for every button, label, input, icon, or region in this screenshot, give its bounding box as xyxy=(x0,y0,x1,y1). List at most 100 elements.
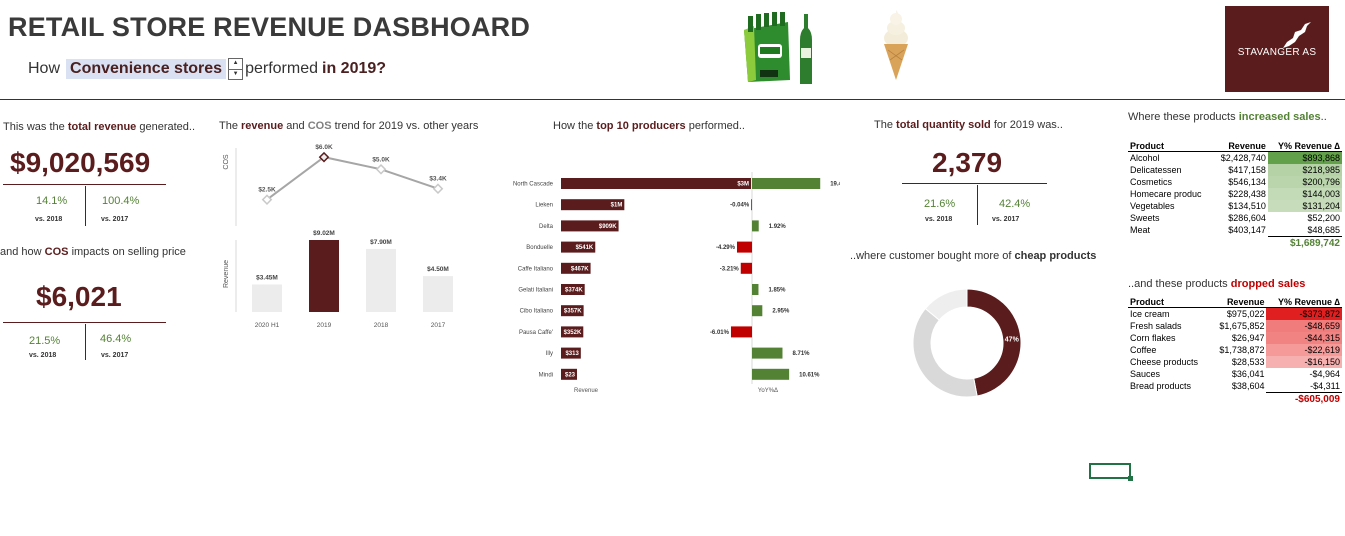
spin-up-icon[interactable]: ▲ xyxy=(229,59,243,70)
donut-slice xyxy=(966,288,1022,397)
yoy-data-label: 2.95% xyxy=(772,309,790,315)
header-divider xyxy=(0,99,1345,100)
dropped-heading: ..and these products dropped sales xyxy=(1128,278,1306,290)
product-cell: Homecare produc xyxy=(1130,189,1202,199)
total-cell: $1,689,742 xyxy=(1267,236,1342,249)
revenue-cell: $403,147 xyxy=(1228,225,1266,236)
yoy-data-label: 8.71% xyxy=(792,351,810,357)
question-line: How Convenience stores ▲ ▼ performed in … xyxy=(28,58,386,80)
revenue-data-label: $1M xyxy=(611,203,623,209)
table-row: Vegetables $134,510 $131,204 xyxy=(1128,200,1342,212)
yoy-data-label: 10.61% xyxy=(799,372,820,378)
delta-cell: $131,204 xyxy=(1267,200,1342,212)
quantity-pct-2018: 21.6% xyxy=(924,198,956,210)
revenue-data-label: $23 xyxy=(565,372,576,378)
year-tick-label: 2018 xyxy=(374,322,389,329)
total-row: -$605,009 xyxy=(1128,392,1342,405)
donut-slice xyxy=(924,288,968,321)
norway-map-icon xyxy=(1283,22,1311,48)
producer-name-label: Bonduelle xyxy=(526,245,553,251)
selected-cell[interactable] xyxy=(1089,463,1133,481)
table-row: Homecare produc $228,438 $144,003 xyxy=(1128,188,1342,200)
col-revenue: Revenue xyxy=(1210,296,1267,308)
delta-cell: $893,868 xyxy=(1267,151,1342,164)
revenue-data-label: $9.02M xyxy=(313,230,335,237)
revenue-cell: $38,604 xyxy=(1231,381,1265,392)
product-cell: Vegetables xyxy=(1130,201,1175,211)
revenue-bar xyxy=(309,240,339,312)
revenue-cell: $1,675,852 xyxy=(1219,321,1265,331)
total-quantity-value: 2,379 xyxy=(932,147,1003,178)
producer-name-label: Mindi xyxy=(539,372,553,378)
revenue-kpi-divider xyxy=(85,186,86,226)
revenue-data-label: $374K xyxy=(565,288,583,294)
yoy-data-label: -6.01% xyxy=(710,330,730,336)
revenue-bar xyxy=(561,220,619,232)
table-row: Bread products $38,604 -$4,311 xyxy=(1128,380,1342,393)
revenue-bar xyxy=(561,241,596,253)
increased-sales-table: Product Revenue Y% Revenue ∆ Alcohol $2,4… xyxy=(1128,140,1342,249)
revenue-heading: This was the total revenue generated.. xyxy=(3,121,195,133)
revenue-bar xyxy=(561,284,585,295)
cos-data-label: $6.0K xyxy=(315,144,333,151)
delta-cell: $144,003 xyxy=(1267,188,1342,200)
dashboard-title: RETAIL STORE REVENUE DASBHOARD xyxy=(8,12,531,42)
donut-slice xyxy=(912,307,978,398)
company-logo: STAVANGER AS xyxy=(1225,6,1329,92)
product-cell: Fresh salads xyxy=(1130,321,1182,331)
producer-name-label: Pausa Caffe' xyxy=(519,330,553,336)
product-cell: Cosmetics xyxy=(1130,177,1173,187)
year-tick-label: 2020 H1 xyxy=(255,322,280,329)
year-tick-label: 2019 xyxy=(317,322,332,329)
yoy-bar xyxy=(751,199,752,211)
increased-heading: Where these products increased sales.. xyxy=(1128,111,1327,123)
total-row: $1,689,742 xyxy=(1128,236,1342,249)
yoy-bar xyxy=(752,220,759,232)
delta-cell: -$44,315 xyxy=(1266,332,1342,344)
revenue-bar xyxy=(423,276,453,312)
year-tick-label: 2017 xyxy=(431,322,446,329)
logo-text: STAVANGER AS xyxy=(1237,47,1317,58)
revenue-cell: $134,510 xyxy=(1228,201,1266,211)
table-row: Alcohol $2,428,740 $893,868 xyxy=(1128,151,1342,164)
revenue-cell: $1,738,872 xyxy=(1219,345,1265,355)
quantity-kpi-divider xyxy=(977,185,978,225)
revenue-data-label: $467K xyxy=(571,266,589,272)
revenue-data-label: $7.90M xyxy=(370,239,392,246)
cos-vs-2017: vs. 2017 xyxy=(101,352,129,359)
revenue-vs-2018: vs. 2018 xyxy=(35,216,63,223)
revenue-data-label: $3.45M xyxy=(256,274,278,281)
revenue-cell: $286,604 xyxy=(1228,213,1266,223)
cos-pct-2017: 46.4% xyxy=(100,333,132,345)
total-revenue-value: $9,020,569 xyxy=(10,147,151,178)
revenue-cell: $546,134 xyxy=(1228,177,1266,187)
trend-heading: The revenue and COS trend for 2019 vs. o… xyxy=(219,120,479,132)
cos-value: $6,021 xyxy=(36,281,122,312)
store-type-selector[interactable]: Convenience stores xyxy=(66,59,227,79)
product-cell: Corn flakes xyxy=(1130,333,1176,343)
yoy-data-label: -4.29% xyxy=(716,245,736,251)
producer-name-label: Delta xyxy=(539,224,554,230)
quantity-vs-2018: vs. 2018 xyxy=(925,216,953,223)
cos-point xyxy=(318,151,330,163)
product-cell: Delicatessen xyxy=(1130,165,1182,175)
cos-kpi-divider xyxy=(85,324,86,360)
col-revenue: Revenue xyxy=(1212,140,1268,152)
cos-series-line xyxy=(266,156,439,201)
producer-name-label: Cibo Italiano xyxy=(520,309,554,315)
year-label: in 2019? xyxy=(322,60,387,77)
revenue-bar xyxy=(561,368,577,380)
yoy-bar xyxy=(752,178,821,189)
cos-point xyxy=(375,163,387,175)
yoy-bar xyxy=(752,347,783,359)
revenue-data-label: $909K xyxy=(599,224,617,230)
cos-data-label: $5.0K xyxy=(372,156,390,163)
spin-down-icon[interactable]: ▼ xyxy=(232,70,239,77)
cos-axis-label: COS xyxy=(223,154,230,170)
revenue-pct-2018: 14.1% xyxy=(36,195,68,207)
ice-cream-image xyxy=(884,10,908,80)
cos-kpi-line xyxy=(3,322,166,323)
producer-name-label: Gelati Italiani xyxy=(518,288,553,294)
store-type-spinner[interactable]: ▲ ▼ xyxy=(228,58,244,80)
delta-cell: $48,685 xyxy=(1307,225,1340,235)
